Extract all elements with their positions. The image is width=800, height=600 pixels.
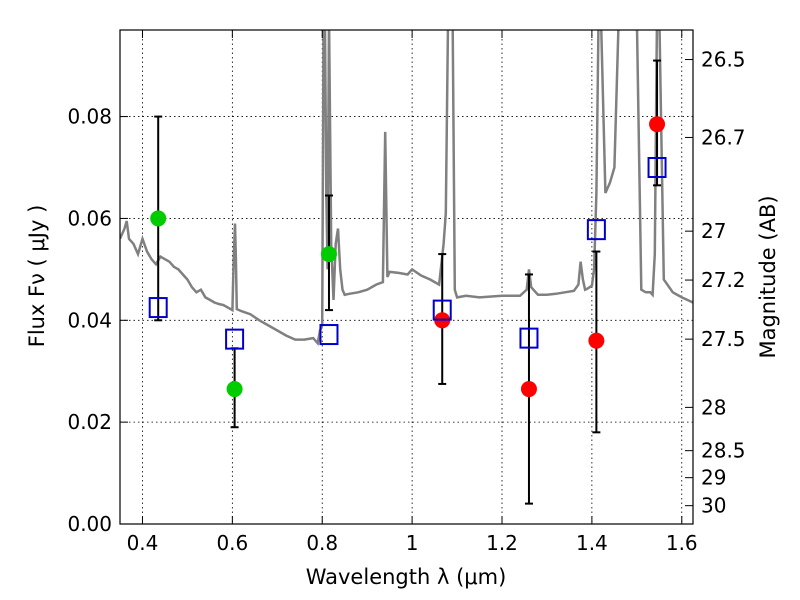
flux-point [226, 381, 243, 398]
model-spectrum-line [120, 30, 693, 346]
model-flux-square [432, 299, 452, 321]
y2-tick-label: 26.7 [701, 125, 746, 149]
y2-tick-label: 29 [701, 466, 726, 490]
y-tick-label: 0.06 [67, 206, 112, 230]
y-tick-label: 0.04 [67, 308, 112, 332]
y-tick-label: 0.00 [67, 512, 112, 536]
y-axis-title: Flux Fν ( μJy ) [25, 205, 49, 348]
x-tick-label: 1.6 [666, 531, 698, 555]
y2-tick-label: 28 [701, 395, 726, 419]
y2-axis-title: Magnitude (AB) [756, 195, 780, 358]
y2-tick-label: 27.5 [701, 327, 746, 351]
y2-tick-label: 30 [701, 494, 726, 518]
x-tick-label: 1.2 [486, 531, 518, 555]
flux-point [320, 246, 337, 263]
model-flux-square [148, 297, 168, 319]
data-markers [148, 116, 667, 398]
x-tick-label: 0.6 [216, 531, 248, 555]
x-tick-label: 1 [406, 531, 419, 555]
flux-point [150, 210, 167, 227]
x-tick-labels: 0.4 0.6 0.8 1 1.2 1.4 1.6 [127, 531, 698, 555]
y-tick-label: 0.08 [67, 105, 112, 129]
y2-tick-label: 27 [701, 219, 726, 243]
model-flux-square [519, 327, 539, 349]
y2-tick-label: 27.2 [701, 268, 746, 292]
plot-background [120, 30, 693, 524]
x-tick-label: 1.4 [576, 531, 608, 555]
plot-frame [119, 29, 694, 525]
y2-tick-labels: 26.5 26.7 27 27.2 27.5 28 28.5 29 30 [701, 48, 746, 518]
y-tick-label: 0.02 [67, 410, 112, 434]
flux-point [649, 116, 666, 133]
flux-point [520, 381, 537, 398]
x-axis-title: Wavelength λ (μm) [306, 565, 507, 589]
axis-ticks [120, 30, 693, 525]
x-tick-label: 0.4 [127, 531, 159, 555]
y-tick-labels: 0.00 0.02 0.04 0.06 0.08 [67, 105, 112, 536]
model-flux-square [586, 219, 606, 241]
flux-point [588, 332, 605, 349]
model-flux-square [647, 157, 667, 179]
x-tick-label: 0.8 [306, 531, 338, 555]
model-flux-square [225, 328, 245, 350]
y2-tick-label: 26.5 [701, 48, 746, 72]
model-flux-square [319, 324, 339, 346]
y2-tick-label: 28.5 [701, 439, 746, 463]
plot-area [120, 30, 693, 346]
